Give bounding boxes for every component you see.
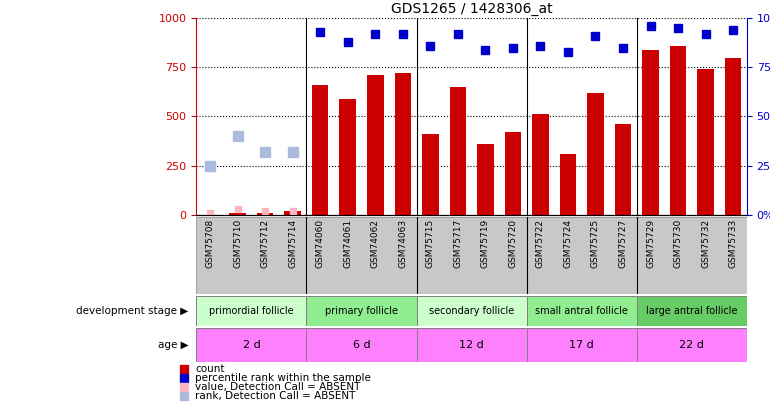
Bar (417, 328, 527, 362)
Text: large antral follicle: large antral follicle (646, 306, 738, 316)
Bar (229, 213, 246, 215)
Bar (698, 69, 714, 215)
Text: GSM75712: GSM75712 (261, 219, 270, 268)
Bar (504, 132, 521, 215)
Text: GSM75733: GSM75733 (728, 219, 738, 268)
Text: development stage ▶: development stage ▶ (76, 306, 189, 316)
Bar (367, 75, 383, 215)
Text: GSM75717: GSM75717 (454, 219, 462, 268)
Bar (196, 296, 306, 326)
Bar (527, 296, 637, 326)
Bar (670, 46, 686, 215)
Text: 2 d: 2 d (243, 340, 260, 350)
Text: GSM75720: GSM75720 (508, 219, 517, 268)
Bar (284, 211, 301, 215)
Bar (394, 73, 411, 215)
Title: GDS1265 / 1428306_at: GDS1265 / 1428306_at (391, 2, 552, 16)
Text: GSM75730: GSM75730 (674, 219, 682, 268)
Bar (614, 124, 631, 215)
Text: GSM74063: GSM74063 (398, 219, 407, 268)
Text: GSM75722: GSM75722 (536, 219, 545, 268)
Text: 22 d: 22 d (679, 340, 705, 350)
Text: rank, Detection Call = ABSENT: rank, Detection Call = ABSENT (195, 391, 356, 401)
Bar (340, 99, 356, 215)
Text: primordial follicle: primordial follicle (209, 306, 293, 316)
Text: 12 d: 12 d (459, 340, 484, 350)
Bar (417, 296, 527, 326)
Text: GSM75725: GSM75725 (591, 219, 600, 268)
Text: value, Detection Call = ABSENT: value, Detection Call = ABSENT (195, 382, 360, 392)
Text: secondary follicle: secondary follicle (429, 306, 514, 316)
Text: small antral follicle: small antral follicle (535, 306, 628, 316)
Bar (642, 50, 659, 215)
Bar (312, 85, 329, 215)
Text: 17 d: 17 d (569, 340, 594, 350)
Text: GSM74060: GSM74060 (316, 219, 325, 268)
Bar (527, 328, 637, 362)
Text: 6 d: 6 d (353, 340, 370, 350)
Bar (257, 213, 273, 215)
Text: age ▶: age ▶ (158, 340, 189, 350)
Text: GSM75727: GSM75727 (618, 219, 628, 268)
Text: GSM75708: GSM75708 (206, 219, 215, 268)
Bar (588, 93, 604, 215)
Bar (450, 87, 466, 215)
Text: count: count (195, 364, 225, 374)
Bar (560, 154, 576, 215)
Text: GSM74062: GSM74062 (371, 219, 380, 268)
Bar (637, 328, 747, 362)
Bar (306, 328, 417, 362)
Text: GSM75710: GSM75710 (233, 219, 242, 268)
Text: GSM75719: GSM75719 (481, 219, 490, 268)
Text: primary follicle: primary follicle (325, 306, 398, 316)
Text: GSM75715: GSM75715 (426, 219, 435, 268)
Text: GSM75714: GSM75714 (288, 219, 297, 268)
Text: GSM75729: GSM75729 (646, 219, 655, 268)
Bar (725, 58, 742, 215)
Text: GSM74061: GSM74061 (343, 219, 352, 268)
Bar (306, 296, 417, 326)
Text: GSM75724: GSM75724 (564, 219, 572, 268)
Text: GSM75732: GSM75732 (701, 219, 710, 268)
Text: percentile rank within the sample: percentile rank within the sample (195, 373, 371, 383)
Bar (477, 144, 494, 215)
Bar (637, 296, 747, 326)
Bar (422, 134, 439, 215)
Bar (532, 115, 549, 215)
Bar (196, 328, 306, 362)
